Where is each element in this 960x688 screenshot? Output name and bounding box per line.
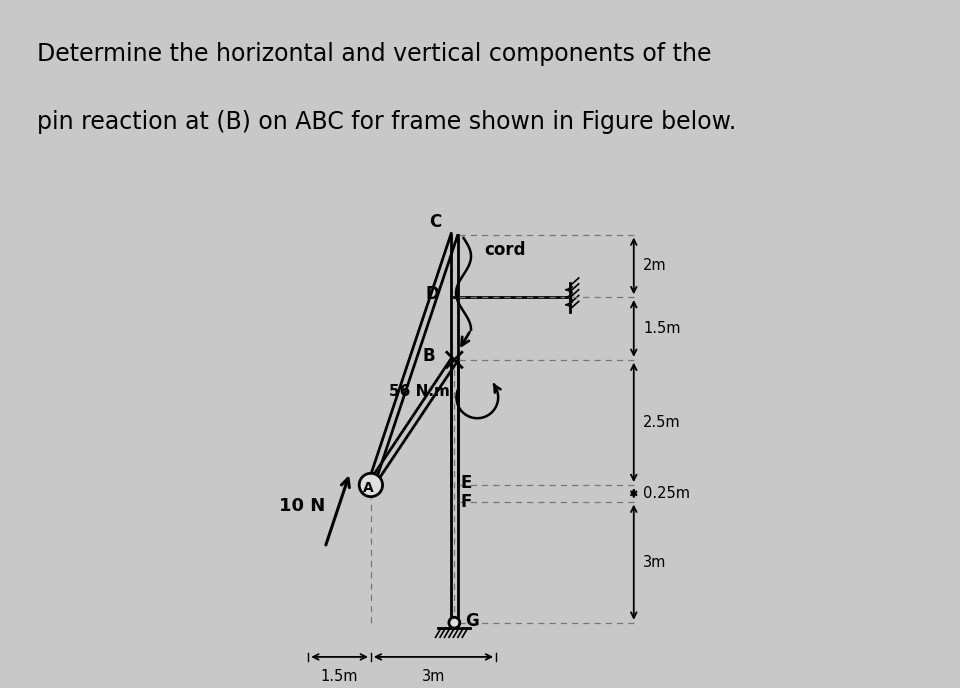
Text: pin reaction at (B) on ABC for frame shown in Figure below.: pin reaction at (B) on ABC for frame sho…: [37, 110, 736, 133]
Text: A: A: [364, 481, 374, 495]
Text: D: D: [426, 285, 440, 303]
Circle shape: [449, 617, 460, 628]
Text: 1.5m: 1.5m: [321, 669, 358, 684]
Text: G: G: [465, 612, 478, 630]
Text: 2.5m: 2.5m: [643, 415, 681, 430]
Text: Determine the horizontal and vertical components of the: Determine the horizontal and vertical co…: [37, 42, 712, 65]
Circle shape: [359, 473, 382, 497]
Text: E: E: [461, 474, 472, 492]
Text: F: F: [461, 493, 472, 510]
Text: 56 N.m: 56 N.m: [390, 384, 450, 398]
Text: 1.5m: 1.5m: [643, 321, 681, 336]
Text: C: C: [429, 213, 442, 231]
Text: 2m: 2m: [643, 259, 666, 273]
Text: cord: cord: [485, 241, 526, 259]
Text: B: B: [423, 347, 436, 365]
Text: 3m: 3m: [643, 555, 666, 570]
Text: 0.25m: 0.25m: [643, 486, 690, 501]
Text: 3m: 3m: [421, 669, 445, 684]
Text: 10 N: 10 N: [279, 497, 325, 515]
